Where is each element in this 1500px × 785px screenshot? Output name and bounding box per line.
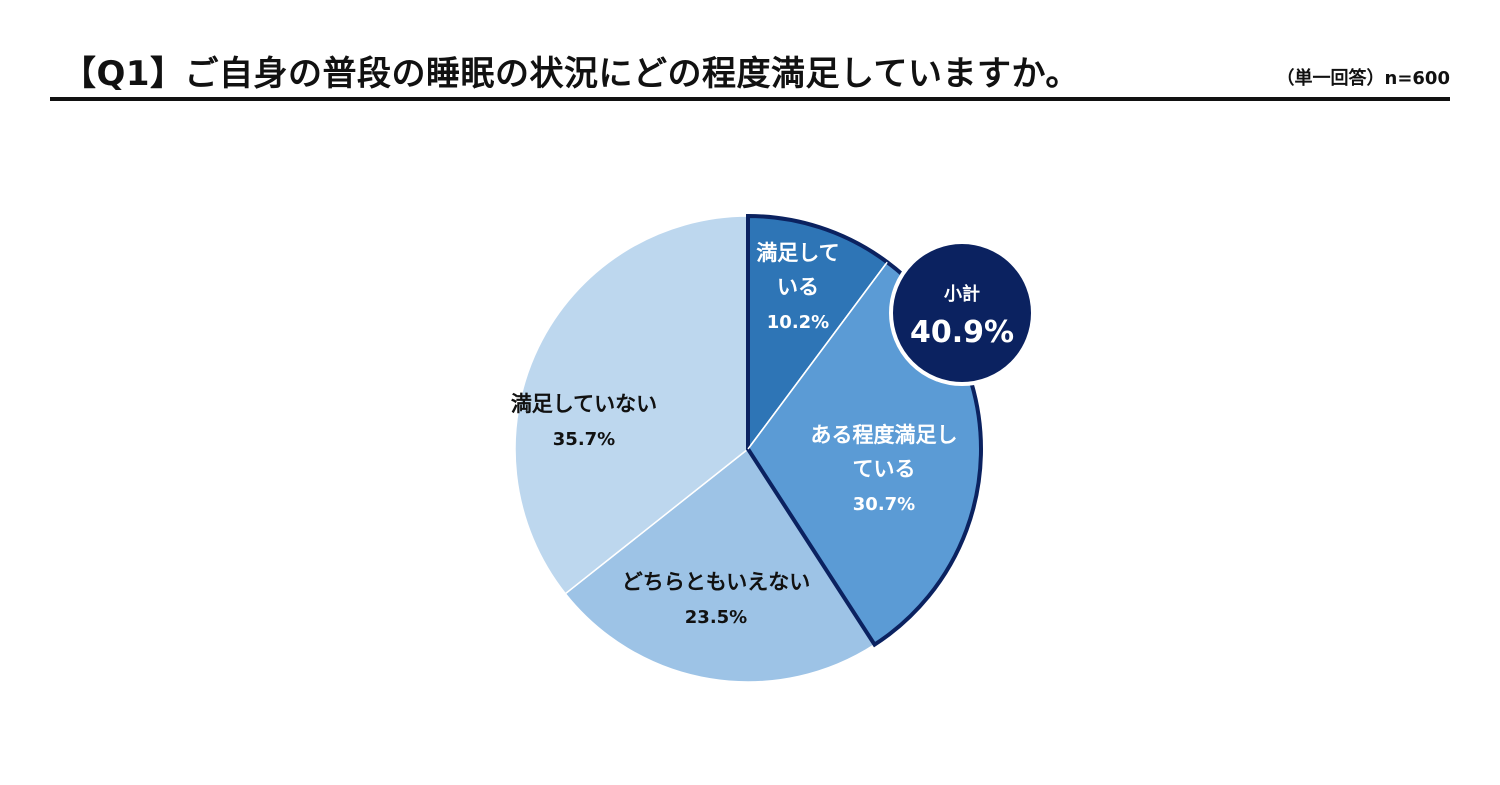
title-underline [50, 97, 1450, 101]
slice-value-satisfied: 10.2% [767, 312, 829, 333]
subtotal-badge: 小計 40.9% [889, 240, 1035, 386]
subtotal-circle [889, 240, 1035, 386]
pie-slice-not-satisfied [514, 215, 749, 595]
slice-label-satisfied: 満足して [756, 241, 839, 265]
slice-label-not-satisfied: 満足していない [511, 392, 657, 416]
slice-label-somewhat-satisfied: ている [853, 457, 916, 481]
slice-label-neutral: どちらともいえない [622, 570, 811, 594]
pie-slice-neutral [564, 447, 876, 683]
subtotal-value: 40.9% [910, 315, 1014, 350]
slice-label-somewhat-satisfied: ある程度満足し [811, 423, 958, 447]
slice-value-neutral: 23.5% [685, 607, 747, 628]
slice-value-not-satisfied: 35.7% [553, 429, 615, 450]
chart-title: 【Q1】ご自身の普段の睡眠の状況にどの程度満足していますか。 [62, 54, 1080, 94]
slice-divider [747, 261, 888, 450]
subtotal-label: 小計 [944, 283, 980, 305]
response-note: （単一回答）n=600 [1276, 68, 1450, 89]
slice-value-somewhat-satisfied: 30.7% [853, 494, 915, 515]
pie-slices [514, 215, 982, 683]
chart-header: 【Q1】ご自身の普段の睡眠の状況にどの程度満足していますか。 （単一回答）n=6… [50, 40, 1450, 102]
slice-label-satisfied: いる [777, 275, 819, 299]
